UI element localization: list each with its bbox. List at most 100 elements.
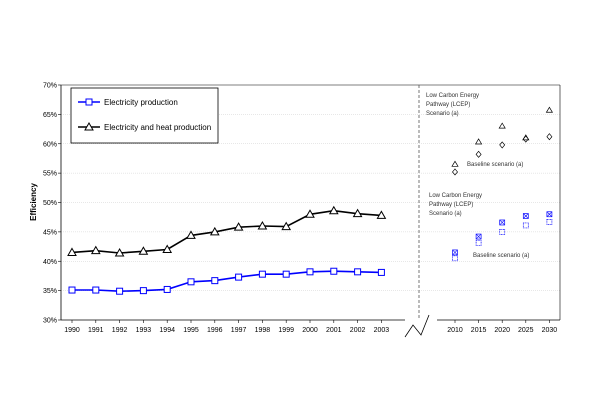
x-tick-label: 2002 — [350, 327, 366, 334]
x-tick-label: 2000 — [302, 327, 318, 334]
x-tick-label: 1993 — [136, 327, 152, 334]
annotation-heat-lcep: Low Carbon Energy — [426, 93, 479, 99]
projection-point-electricity-baseline — [499, 229, 506, 235]
data-point-electricity-heat — [209, 226, 220, 236]
data-point-electricity-heat — [67, 247, 77, 256]
x-tick-label: 2001 — [326, 327, 342, 334]
projection-point-heat-baseline — [546, 133, 553, 141]
legend-marker-electricity — [85, 98, 93, 106]
data-point-electricity — [354, 268, 362, 276]
data-point-electricity — [187, 278, 195, 286]
legend-label-electricity: Electricity production — [104, 98, 178, 107]
data-point-electricity — [163, 285, 171, 293]
data-point-electricity — [68, 286, 76, 294]
annotation-elec-lcep: Pathway (LCEP) — [429, 202, 473, 208]
y-tick-label: 35% — [43, 288, 57, 295]
y-tick-label: 30% — [43, 318, 57, 325]
projection-point-electricity-lcep — [522, 213, 529, 219]
projection-markers — [451, 106, 554, 262]
series-lines — [71, 209, 382, 293]
projection-point-electricity-lcep-cross — [499, 220, 505, 225]
legend-label-electricity-heat: Electricity and heat production — [104, 123, 211, 132]
x-tick-label: 2030 — [542, 327, 558, 334]
x-tick-label: 1990 — [64, 327, 80, 334]
x-tick-label: 2010 — [447, 327, 463, 334]
data-point-electricity-heat — [281, 221, 292, 231]
projection-point-electricity-baseline — [522, 222, 529, 229]
y-tick-label: 70% — [43, 83, 57, 90]
projection-point-electricity-lcep — [452, 249, 458, 256]
data-point-electricity — [211, 277, 219, 285]
annotation-heat-lcep: Scenario (a) — [426, 111, 459, 117]
x-tick-label: 1996 — [207, 327, 223, 334]
projection-annotations: Low Carbon Energy Pathway (LCEP) Scenario … — [426, 93, 529, 259]
x-tick-label: 1998 — [255, 327, 271, 334]
x-tick-label: 1992 — [112, 327, 128, 334]
legend-box — [70, 87, 219, 144]
projection-point-electricity-lcep — [499, 219, 506, 226]
x-axis-ticks: 1990 1991 1992 1993 1994 1995 1996 1997 1998 1999… — [64, 320, 557, 334]
x-tick-label: 2020 — [494, 327, 510, 334]
projection-point-electricity-lcep-cross — [476, 234, 481, 239]
data-point-electricity-heat — [328, 205, 339, 215]
legend: Electricity production Electricity and h… — [70, 87, 219, 144]
y-tick-label: 55% — [43, 171, 57, 178]
data-point-electricity-heat — [352, 208, 363, 218]
data-point-electricity-heat — [376, 210, 387, 219]
projection-point-electricity-baseline — [475, 240, 482, 246]
annotation-elec-lcep: Scenario (a) — [429, 211, 462, 217]
projection-point-heat-baseline — [522, 135, 529, 143]
series-line-0 — [72, 270, 382, 293]
y-tick-label: 40% — [43, 259, 57, 266]
x-tick-label: 1995 — [183, 327, 199, 334]
x-tick-label: 1999 — [278, 327, 294, 334]
projection-point-heat-baseline — [452, 168, 458, 176]
projection-point-heat-lcep — [474, 138, 483, 145]
x-tick-label: 2003 — [374, 327, 390, 334]
projection-point-electricity-baseline — [452, 255, 458, 262]
annotation-heat-lcep: Pathway (LCEP) — [426, 102, 470, 108]
data-point-electricity-heat — [138, 246, 149, 255]
projection-point-electricity-lcep — [475, 233, 482, 240]
projection-point-heat-lcep — [451, 160, 459, 167]
data-point-electricity-heat — [305, 209, 315, 218]
data-point-electricity — [116, 287, 124, 295]
data-point-electricity — [92, 286, 100, 294]
projection-point-electricity-lcep-cross — [547, 212, 552, 217]
projection-point-electricity-lcep-cross — [452, 250, 458, 255]
series-line-1 — [71, 209, 382, 254]
projection-point-electricity-lcep-cross — [523, 213, 529, 219]
x-tick-label: 2015 — [471, 327, 487, 334]
x-tick-label: 1997 — [231, 327, 247, 334]
data-point-electricity — [330, 267, 338, 275]
data-point-electricity-heat — [257, 220, 268, 230]
projection-point-heat-baseline — [499, 141, 506, 149]
projection-point-electricity-lcep — [546, 211, 553, 218]
x-tick-label: 2025 — [518, 327, 534, 334]
annotation-heat-baseline: Baseline scenario (a) — [467, 162, 523, 168]
data-point-electricity — [235, 273, 243, 281]
annotation-elec-baseline: Baseline scenario (a) — [473, 253, 529, 259]
series-markers — [67, 205, 387, 295]
projection-point-heat-lcep — [545, 106, 554, 113]
projection-point-heat-lcep — [498, 122, 506, 129]
x-tick-label: 1994 — [159, 327, 175, 334]
legend-marker-electricity-heat — [84, 121, 94, 131]
x-tick-label: 1991 — [88, 327, 104, 334]
data-point-electricity-heat — [114, 248, 125, 257]
y-axis-label: Efficiency — [29, 183, 38, 221]
y-tick-label: 65% — [43, 112, 57, 119]
annotation-elec-lcep: Low Carbon Energy — [429, 193, 482, 199]
y-tick-label: 50% — [43, 200, 57, 207]
projection-point-electricity-baseline — [546, 219, 553, 225]
projection-point-heat-baseline — [475, 150, 482, 158]
data-point-electricity — [377, 268, 385, 276]
data-point-electricity-heat — [90, 245, 101, 255]
data-point-electricity-heat — [233, 222, 244, 231]
data-point-electricity — [282, 270, 290, 278]
y-tick-label: 60% — [43, 141, 57, 148]
y-axis-ticks: 30% 35% 40% 45% 50% 55% 60% 65% 70% — [43, 83, 61, 325]
data-point-electricity — [139, 287, 147, 295]
data-point-electricity-heat — [186, 230, 196, 239]
